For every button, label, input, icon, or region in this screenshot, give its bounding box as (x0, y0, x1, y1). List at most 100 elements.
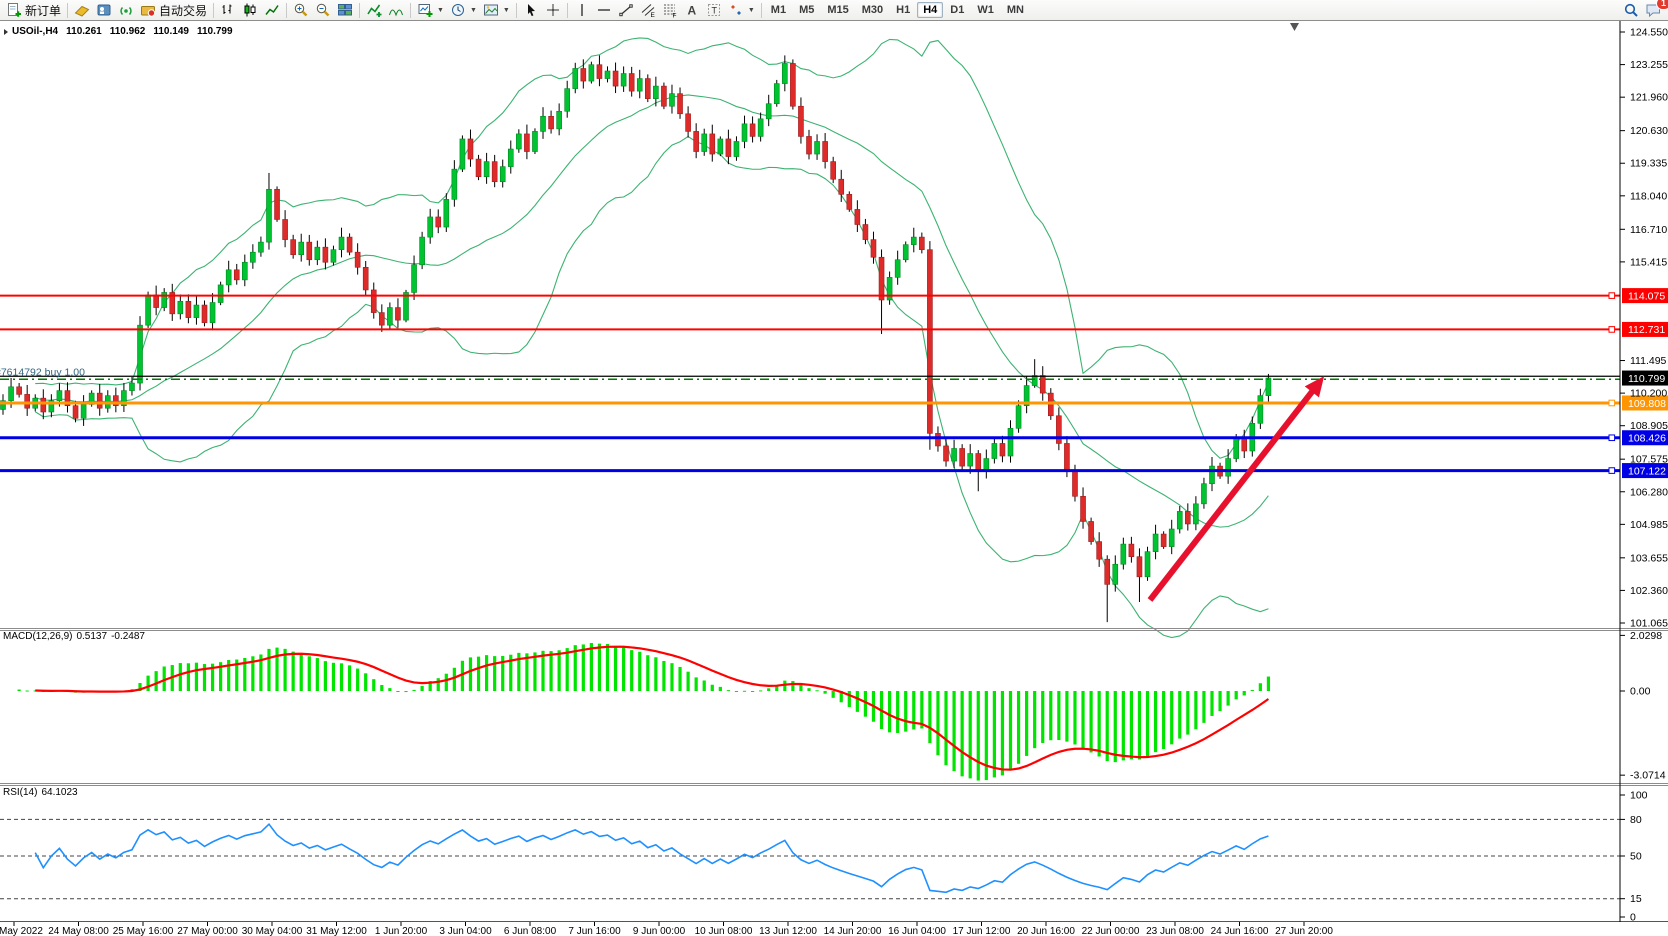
chat-button[interactable]: 1 (1642, 0, 1668, 20)
svg-text:1 Jun 20:00: 1 Jun 20:00 (375, 926, 428, 936)
svg-text:24 May 08:00: 24 May 08:00 (48, 926, 109, 936)
timeframe-h1[interactable]: H1 (896, 4, 911, 16)
chevron-down-icon: ▼ (469, 6, 477, 14)
price-chart-svg[interactable]: 114.075 112.731 109.808 108.426 107.122 110.7… (0, 21, 1668, 936)
svg-text:22 Jun 00:00: 22 Jun 00:00 (1082, 926, 1140, 936)
timeframe-group: M1 M5 M15 M30 H1 H4 D1 W1 MN (765, 2, 1030, 18)
equidistant-channel-icon: E (641, 4, 655, 18)
tile-windows-button[interactable] (334, 1, 356, 20)
svg-text:E: E (650, 12, 655, 18)
autotrading-button[interactable]: 自动交易 (137, 1, 210, 20)
toolbar-separator (67, 2, 69, 18)
navigator-button[interactable] (93, 1, 115, 20)
svg-text:107.575: 107.575 (1630, 454, 1668, 466)
timeframe-m30[interactable]: M30 (861, 4, 884, 16)
zoom-in-icon (294, 3, 308, 17)
cursor-tool-button[interactable] (520, 1, 542, 20)
svg-text:104.985: 104.985 (1630, 519, 1668, 531)
trade-line-label: #7614792 buy 1.00 (0, 366, 85, 378)
trend-arrow (1147, 382, 1321, 602)
clock-icon (451, 4, 464, 16)
zoom-out-button[interactable] (312, 1, 334, 20)
timeframe-d1[interactable]: D1 (950, 4, 965, 16)
vertical-line-icon (581, 4, 583, 16)
svg-text:112.731: 112.731 (1628, 324, 1665, 336)
fibonacci-tool-button[interactable]: F (659, 1, 681, 20)
macd-plot (17, 643, 1271, 781)
text-label-tool-button[interactable]: T (703, 1, 725, 20)
template-image-icon (483, 4, 498, 16)
candlestick-icon (244, 3, 256, 17)
chart-corner-icon (4, 28, 8, 35)
indicators-icon (367, 4, 382, 17)
horizontal-line-tool-button[interactable] (593, 1, 615, 20)
ohlc-close: 110.799 (196, 26, 233, 37)
svg-text:111.495: 111.495 (1630, 355, 1667, 367)
timeframe-m5[interactable]: M5 (799, 4, 815, 16)
svg-text:2.0298: 2.0298 (1630, 630, 1662, 642)
cycles-button[interactable] (385, 1, 407, 20)
new-chart-button[interactable]: ▼ (414, 1, 447, 20)
rsi-name: RSI(14) (3, 787, 38, 798)
macd-name: MACD(12,26,9) (3, 631, 73, 642)
svg-text:27 Jun 20:00: 27 Jun 20:00 (1275, 926, 1333, 936)
autotrading-icon (141, 6, 156, 17)
timeframe-h4[interactable]: H4 (917, 2, 944, 18)
svg-text:118.040: 118.040 (1630, 190, 1667, 202)
timeframe-w1[interactable]: W1 (977, 4, 994, 16)
candlestick-mode-button[interactable] (239, 1, 261, 20)
timeframe-m15[interactable]: M15 (827, 4, 849, 16)
tile-windows-icon (338, 4, 353, 16)
svg-text:115.415: 115.415 (1630, 256, 1667, 268)
indicators-button[interactable] (363, 1, 385, 20)
crosshair-tool-button[interactable] (542, 1, 564, 20)
navigator-icon (97, 4, 111, 16)
svg-text:6 Jun 08:00: 6 Jun 08:00 (504, 926, 557, 936)
macd-label: MACD(12,26,9) 0.5137 -0.2487 (3, 631, 149, 642)
ohlc-low: 110.149 (153, 26, 189, 37)
svg-text:23 Jun 08:00: 23 Jun 08:00 (1146, 926, 1204, 936)
zoom-in-button[interactable] (290, 1, 312, 20)
terminal-button[interactable] (115, 1, 137, 20)
svg-text:15: 15 (1630, 893, 1642, 905)
line-chart-mode-button[interactable] (261, 1, 283, 20)
vertical-line-tool-button[interactable] (571, 1, 593, 20)
svg-text:20 Jun 16:00: 20 Jun 16:00 (1017, 926, 1075, 936)
svg-text:17 Jun 12:00: 17 Jun 12:00 (953, 926, 1011, 936)
svg-text:124.550: 124.550 (1630, 27, 1668, 39)
svg-text:108.905: 108.905 (1630, 420, 1668, 432)
svg-text:103.655: 103.655 (1630, 552, 1668, 564)
channel-tool-button[interactable]: E (637, 1, 659, 20)
timeframe-mn[interactable]: MN (1006, 4, 1024, 16)
text-icon: A (687, 4, 696, 18)
terminal-signal-icon (120, 6, 132, 16)
timeframe-m1[interactable]: M1 (770, 4, 787, 16)
toolbar-separator (213, 2, 215, 18)
svg-text:3 Jun 04:00: 3 Jun 04:00 (439, 926, 492, 936)
text-tool-button[interactable]: A (681, 1, 703, 20)
svg-text:101.065: 101.065 (1630, 618, 1668, 630)
bar-chart-mode-button[interactable] (217, 1, 239, 20)
svg-text:16 Jun 04:00: 16 Jun 04:00 (888, 926, 946, 936)
ohlc-high: 110.962 (109, 26, 146, 37)
svg-text:0.00: 0.00 (1630, 686, 1651, 698)
toolbar-separator (410, 2, 412, 18)
market-watch-button[interactable] (71, 1, 93, 20)
svg-text:23 May 2022: 23 May 2022 (0, 926, 43, 936)
svg-text:-3.0714: -3.0714 (1630, 770, 1666, 782)
arrows-tool-button[interactable]: ▼ (725, 1, 758, 20)
svg-text:10 Jun 08:00: 10 Jun 08:00 (695, 926, 753, 936)
cursor-icon (527, 4, 535, 17)
chart-area[interactable]: 114.075 112.731 109.808 108.426 107.122 110.7… (0, 21, 1668, 936)
svg-text:27 May 00:00: 27 May 00:00 (177, 926, 238, 936)
periods-button[interactable]: ▼ (447, 1, 480, 20)
text-label-icon: T (707, 4, 720, 16)
svg-text:25 May 16:00: 25 May 16:00 (113, 926, 174, 936)
search-button[interactable] (1620, 1, 1642, 20)
svg-text:A: A (687, 4, 696, 18)
market-watch-icon (74, 5, 90, 17)
new-order-button[interactable]: 新订单 (3, 1, 64, 20)
templates-button[interactable]: ▼ (480, 1, 513, 20)
svg-text:116.710: 116.710 (1630, 224, 1667, 236)
trendline-tool-button[interactable] (615, 1, 637, 20)
